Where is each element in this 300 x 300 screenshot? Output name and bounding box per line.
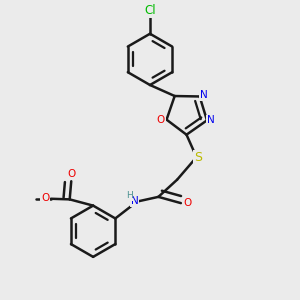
Text: O: O xyxy=(67,169,75,179)
Text: Cl: Cl xyxy=(144,4,156,17)
Text: O: O xyxy=(157,115,165,125)
Text: N: N xyxy=(200,90,207,100)
Text: N: N xyxy=(131,196,139,206)
Text: O: O xyxy=(41,193,50,203)
Text: N: N xyxy=(207,116,214,125)
Text: O: O xyxy=(184,198,192,208)
Text: H: H xyxy=(126,191,133,200)
Text: S: S xyxy=(194,151,202,164)
